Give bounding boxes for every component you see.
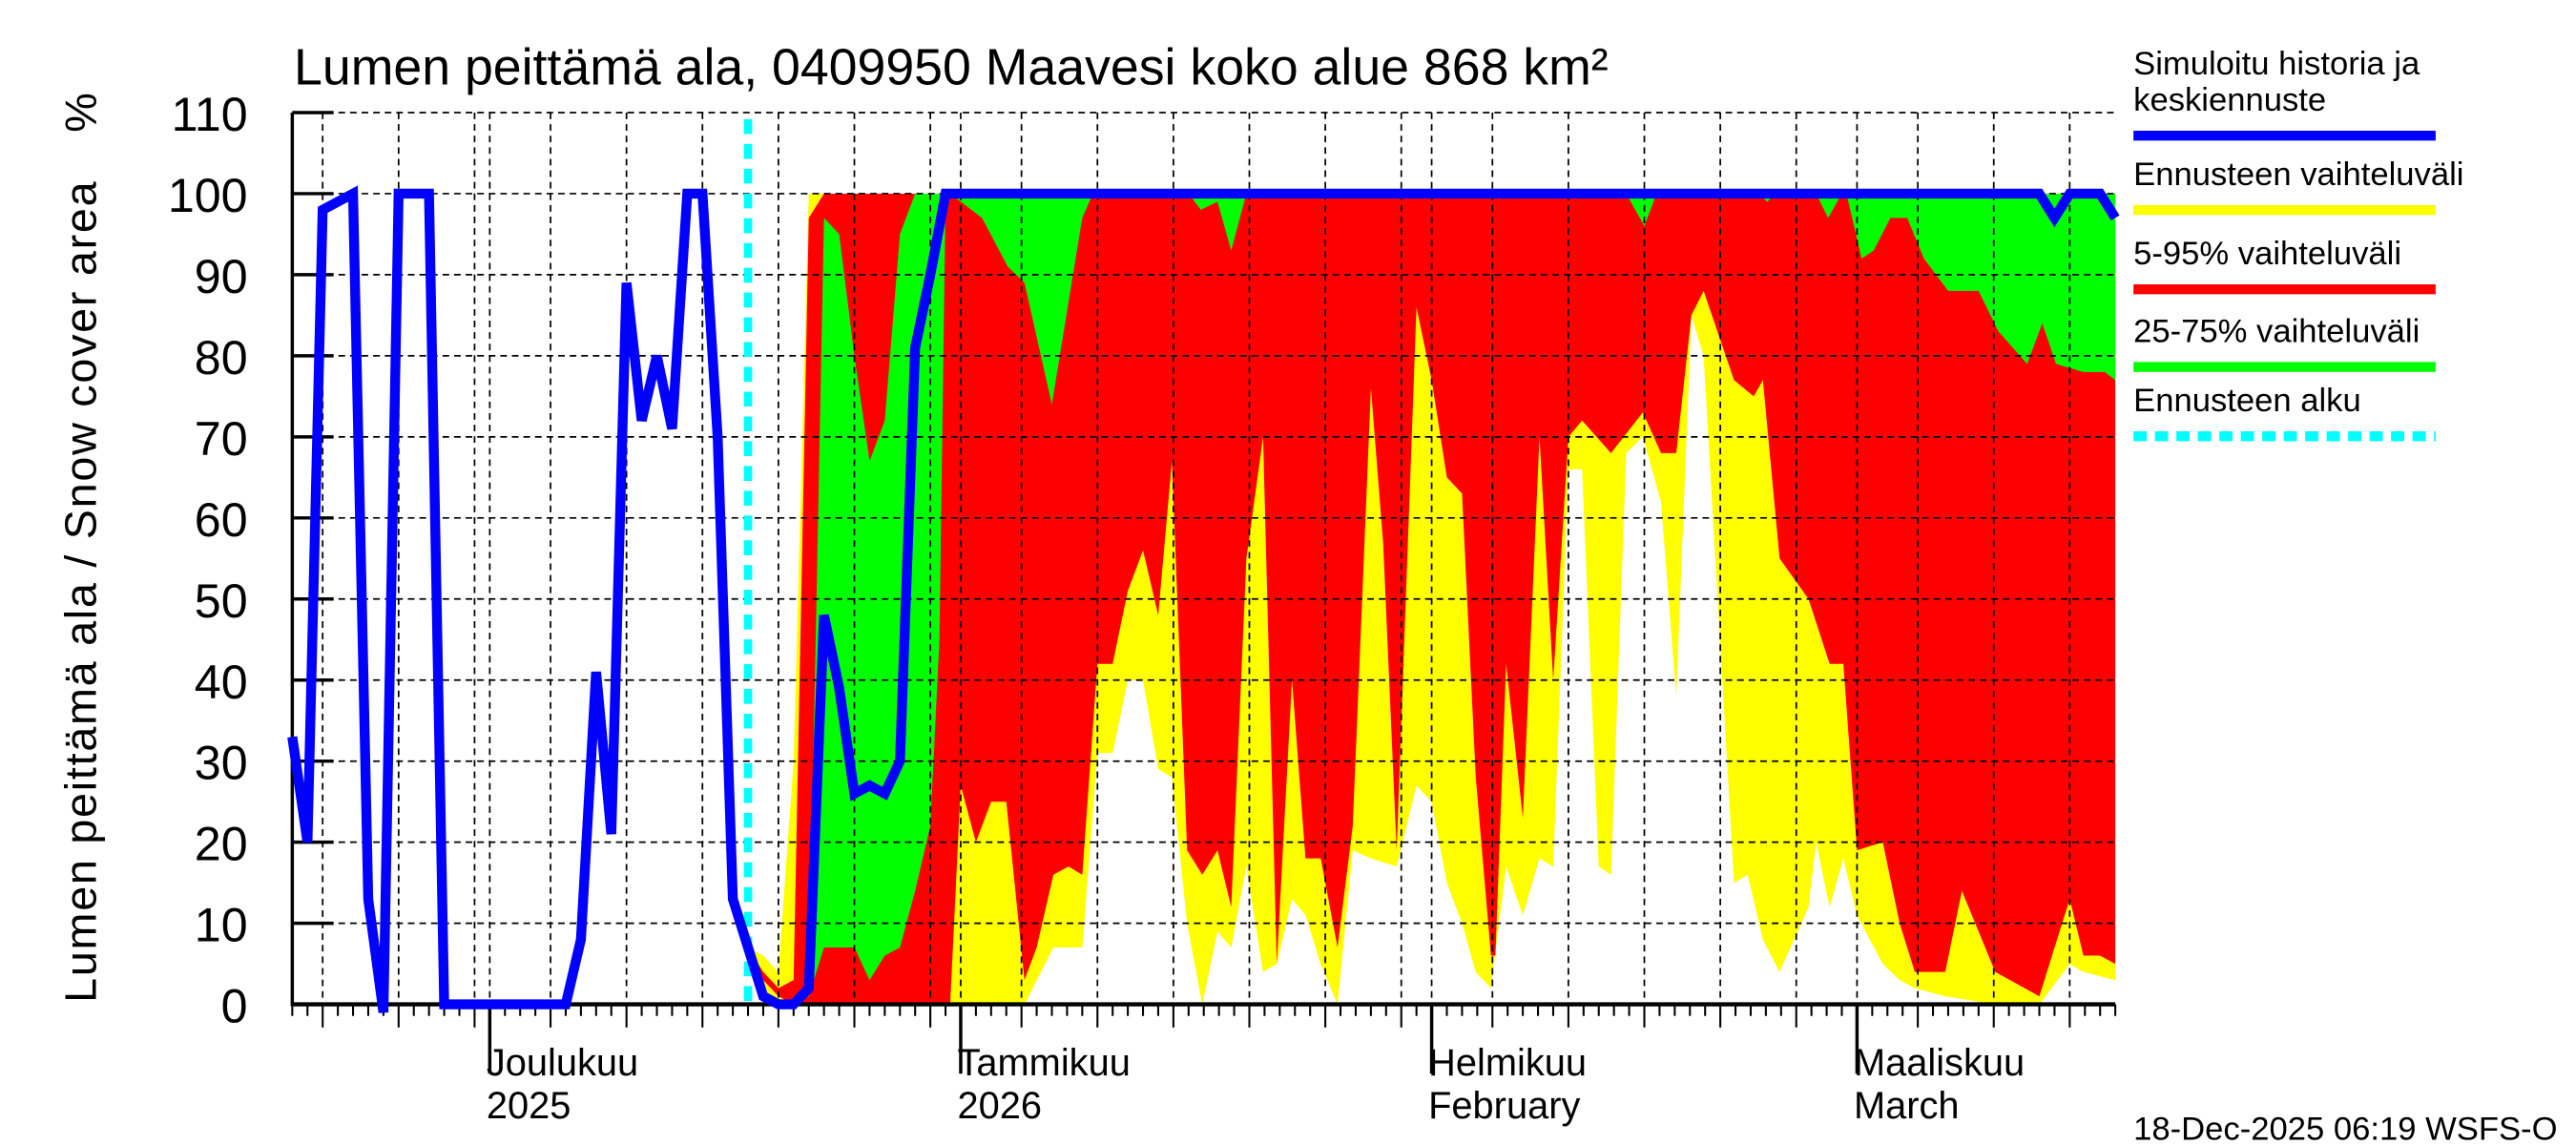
legend-label: 5-95% vaihteluväli bbox=[2133, 236, 2401, 272]
x-month-label: Joulukuu bbox=[487, 1042, 638, 1084]
legend-item: 25-75% vaihteluväli bbox=[2133, 314, 2436, 372]
y-tick-label: 90 bbox=[195, 250, 248, 303]
y-tick-label: 10 bbox=[195, 899, 248, 952]
simulated-history-line bbox=[287, 185, 2120, 1013]
x-month-sublabel: February bbox=[1428, 1085, 1580, 1127]
legend-item: Ennusteen alku bbox=[2133, 383, 2436, 442]
y-tick-label: 0 bbox=[221, 980, 248, 1033]
y-tick-label: 50 bbox=[195, 574, 248, 628]
y-tick-label: 100 bbox=[168, 169, 248, 222]
band-25-75 bbox=[748, 193, 2116, 997]
x-month-sublabel: 2026 bbox=[958, 1085, 1043, 1127]
x-month-label: Helmikuu bbox=[1428, 1042, 1587, 1084]
band-5-95 bbox=[748, 193, 2116, 1005]
timestamp: 18-Dec-2025 06:19 WSFS-O bbox=[2133, 1112, 2557, 1145]
y-tick-label: 70 bbox=[195, 412, 248, 466]
y-axis-label: Lumen peittämä ala / Snow cover area bbox=[55, 180, 105, 1003]
x-month-label: Maaliskuu bbox=[1854, 1042, 2025, 1084]
legend-item: 5-95% vaihteluväli bbox=[2133, 236, 2436, 295]
y-tick-label: 110 bbox=[172, 88, 248, 141]
legend-label: Ennusteen alku bbox=[2133, 383, 2361, 419]
chart-title: Lumen peittämä ala, 0409950 Maavesi koko… bbox=[294, 39, 1609, 96]
series-lines bbox=[287, 118, 2120, 1013]
y-tick-label: 60 bbox=[195, 493, 248, 547]
x-month-label: Tammikuu bbox=[958, 1042, 1131, 1084]
x-month-sublabel: March bbox=[1854, 1085, 1960, 1127]
y-axis-unit: % bbox=[55, 91, 105, 132]
y-tick-label: 20 bbox=[195, 818, 248, 871]
legend-label: 25-75% vaihteluväli bbox=[2133, 314, 2420, 350]
y-tick-label: 80 bbox=[195, 331, 248, 385]
x-month-sublabel: 2025 bbox=[487, 1085, 571, 1127]
y-tick-label: 40 bbox=[195, 656, 248, 709]
legend-label-line2: keskiennuste bbox=[2133, 82, 2326, 118]
legend-item: Ennusteen vaihteluväli bbox=[2133, 156, 2463, 216]
legend-label: Simuloitu historia ja bbox=[2133, 46, 2420, 82]
y-tick-label: 30 bbox=[195, 737, 248, 790]
legend-label: Ennusteen vaihteluväli bbox=[2133, 156, 2463, 193]
